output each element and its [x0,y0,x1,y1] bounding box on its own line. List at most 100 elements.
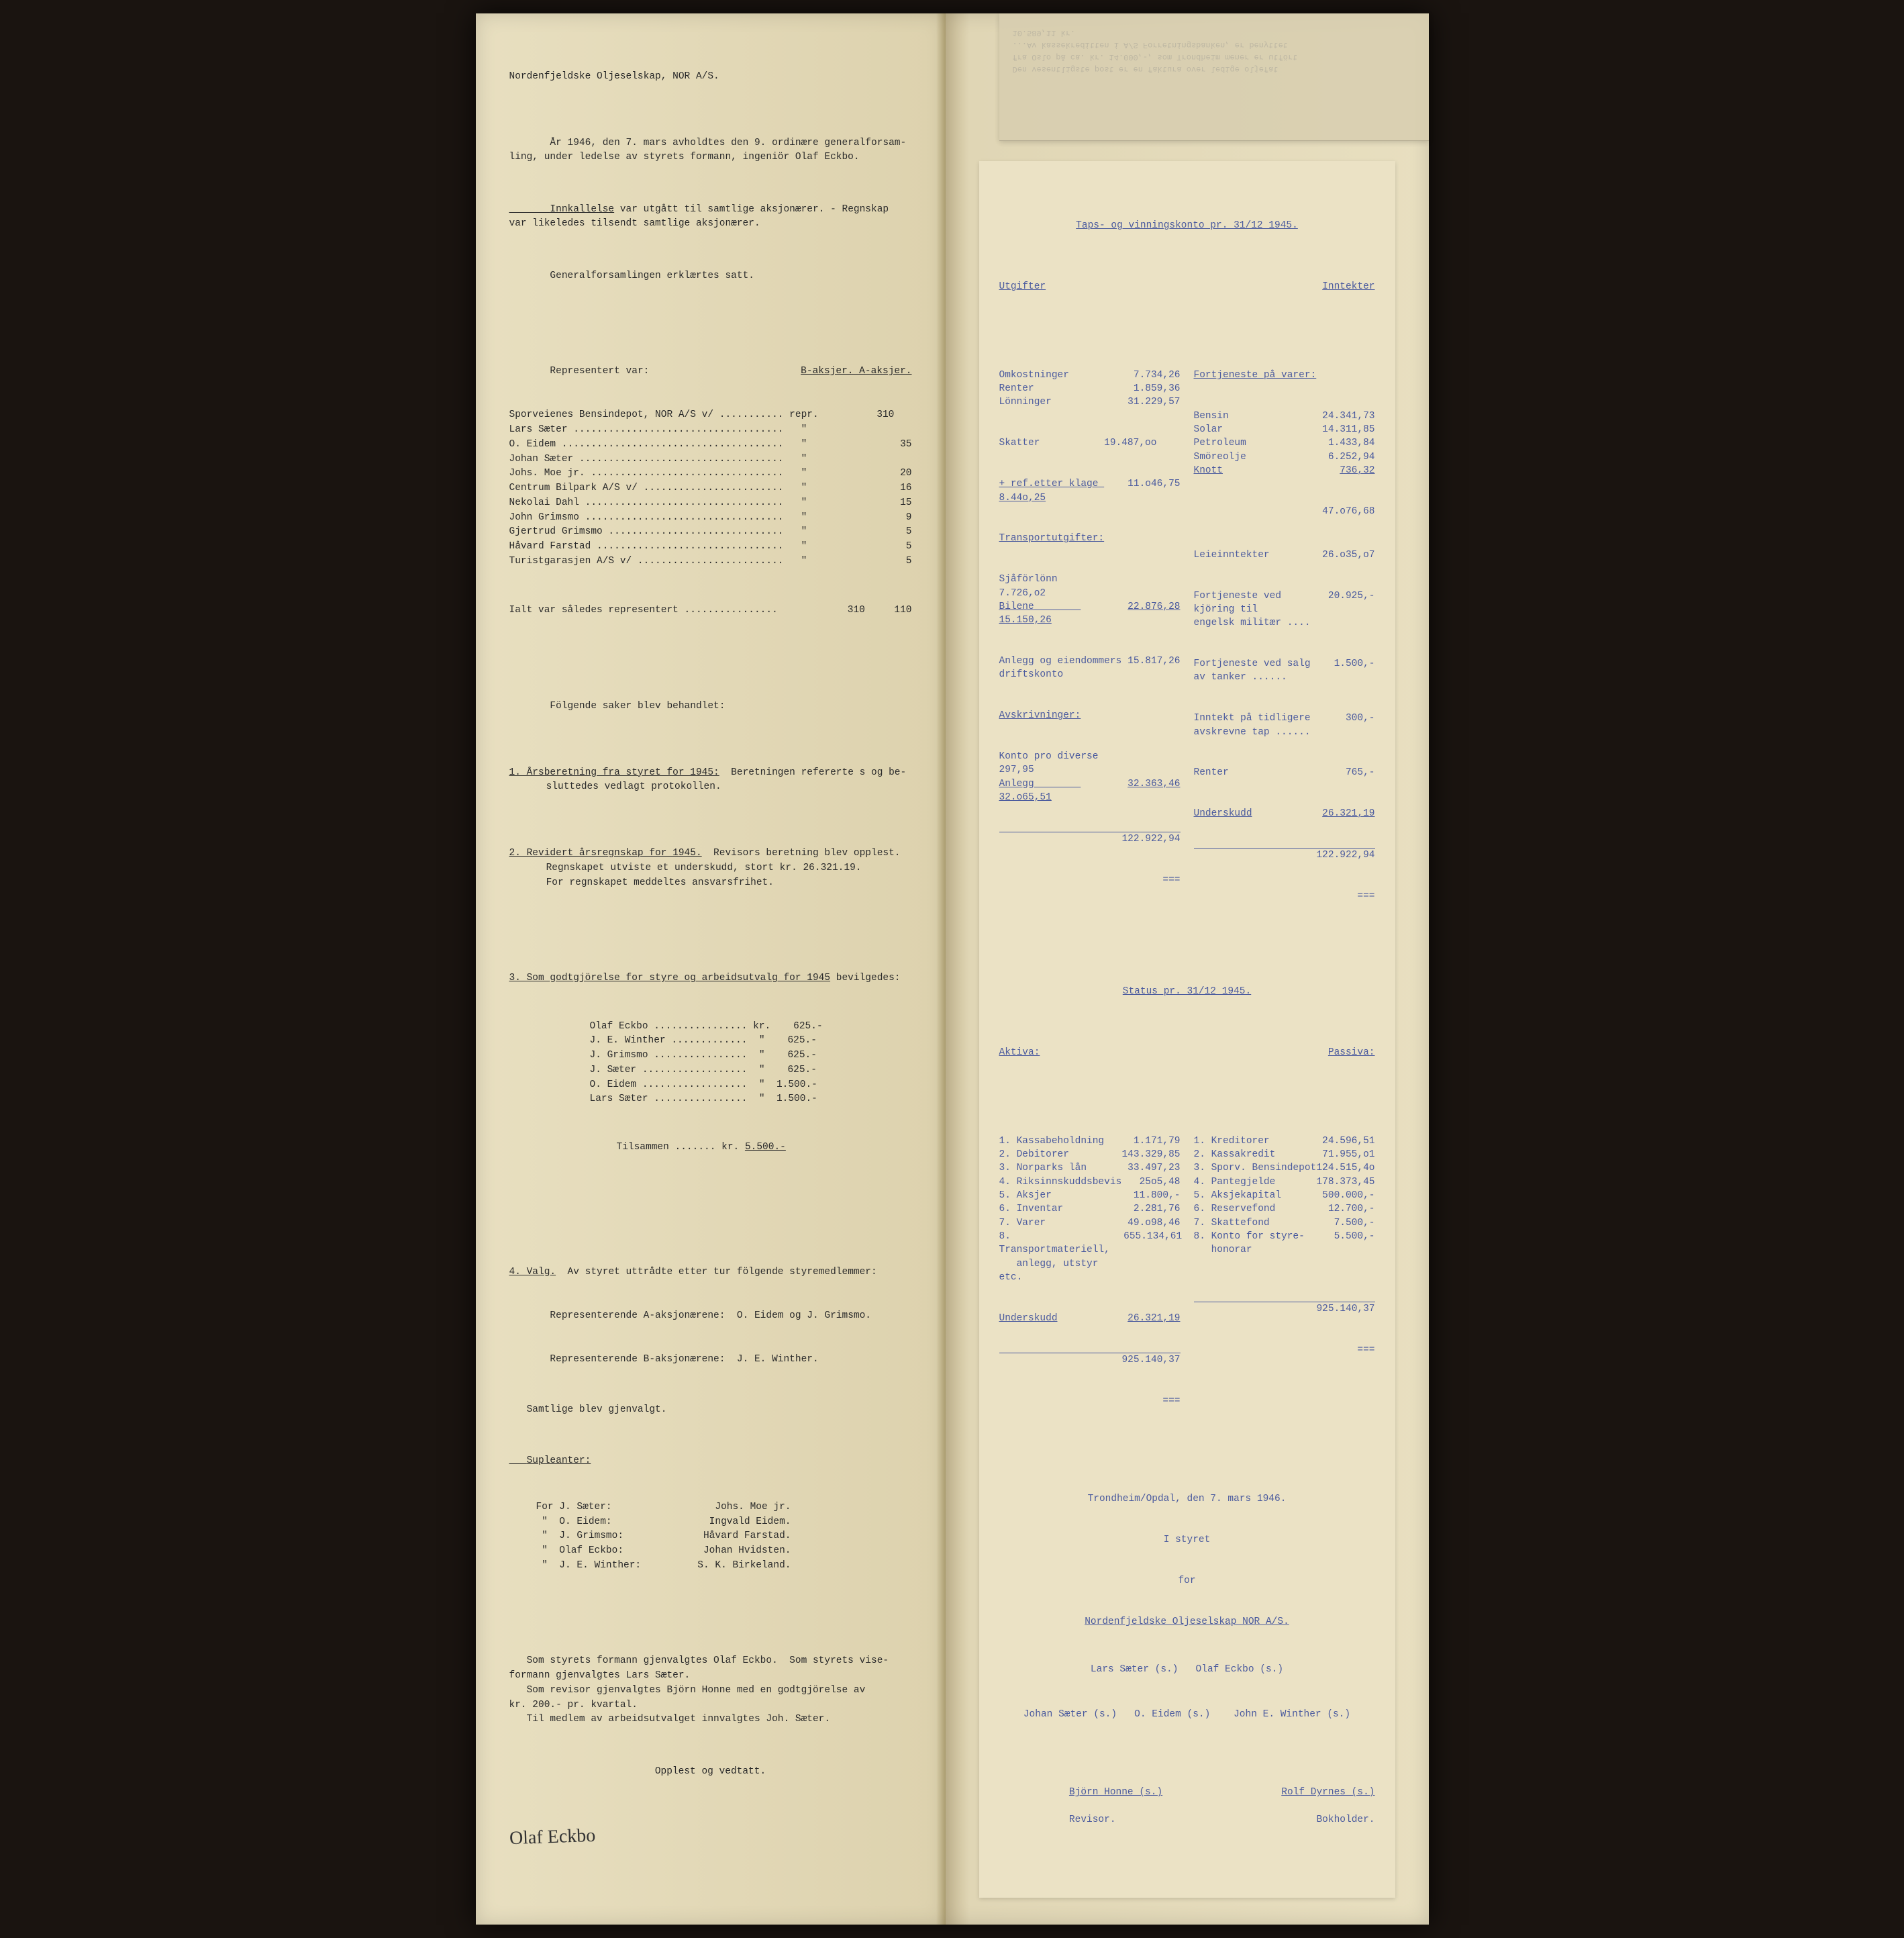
passiva-row: 7. Skattefond7.500,- [1194,1216,1375,1230]
utgifter-head: Utgifter [999,280,1046,293]
inntekter-head: Inntekter [1322,280,1374,293]
varer-row: Solar14.311,85 [1194,423,1375,436]
aktiva-row: 8. Transportmateriell, anlegg, utstyr et… [999,1230,1181,1284]
footer-signatures: Björn Honne (s.) Revisor. Rolf Dyrnes (s… [999,1772,1375,1840]
shareholder-list: Sporveienes Bensindepot, NOR A/S v/ ....… [509,408,912,569]
overlay-paper: Den vesentligste post er en faktura over… [999,13,1429,141]
shareholder-row: Gjertrud Grimsmo .......................… [509,525,912,540]
passiva-row: 1. Kreditorer24.596,51 [1194,1134,1375,1148]
shareholder-row: John Grimsmo ...........................… [509,511,912,526]
shareholder-row: Johs. Moe jr. ..........................… [509,467,912,481]
passiva-column: 1. Kreditorer24.596,512. Kassakredit71.9… [1181,1107,1375,1435]
intro-paragraph-2: Innkallelse var utgått til samtlige aksj… [509,203,912,232]
transport-head: Transportutgifter: [999,532,1181,545]
aktiva-row: 1. Kassabeholdning1.171,79 [999,1134,1181,1148]
rep-label: Representert var: [509,365,650,379]
aktiva-row: 7. Varer49.o98,46 [999,1216,1181,1230]
intro-paragraph-1: År 1946, den 7. mars avholdtes den 9. or… [509,136,912,166]
styret-1: I styret [999,1533,1375,1547]
reps-a: Representerende A-aksjonærene: O. Eidem … [509,1309,912,1324]
company-footer: Nordenfjeldske Oljeselskap NOR A/S. [999,1615,1375,1629]
remuneration-total: Tilsammen ....... kr. 5.500.- [509,1141,912,1155]
signature: Olaf Eckbo [509,1825,595,1849]
expenses-row: Lönninger31.229,57 [999,395,1181,409]
supleanter-list: For J. Sæter:Johs. Moe jr. " O. Eidem:In… [509,1500,912,1573]
aktiva-row: 5. Aksjer11.800,- [999,1189,1181,1202]
company-name: Nordenfjeldske Oljeselskap, NOR A/S. [509,70,912,85]
accounts-content: Taps- og vinningskonto pr. 31/12 1945. U… [999,178,1375,1881]
pl-title: Taps- og vinningskonto pr. 31/12 1945. [999,219,1375,232]
shareholder-row: O. Eidem ...............................… [509,438,912,452]
avskr-row: Anlegg 32.o65,5132.363,46 [999,777,1181,805]
supleant-row: " J. E. Winther:S. K. Birkeland. [536,1559,791,1573]
skatter-label: Skatter 19.487,oo [999,436,1181,450]
transport-row: Sjåförlönn 7.726,o2 [999,573,1181,600]
avskr-head: Avskrivninger: [999,709,1181,722]
shareholder-row: Johan Sæter ............................… [509,452,912,467]
remuneration-row: J. Grimsmo ................ " 625.- [590,1049,912,1063]
shareholder-row: Lars Sæter .............................… [509,423,912,438]
passiva-row: 5. Aksjekapital500.000,- [1194,1189,1375,1202]
overlay-reversed-text: Den vesentligste post er en faktura over… [999,13,1429,89]
closing-1: Som styrets formann gjenvalgtes Olaf Eck… [509,1654,912,1727]
bokholder-block: Rolf Dyrnes (s.) Bokholder. [1211,1772,1375,1840]
reelected: Samtlige blev gjenvalgt. [509,1403,912,1418]
aktiva-row: 3. Norparks lån33.497,23 [999,1161,1181,1175]
supleant-row: " Olaf Eckbo:Johan Hvidsten. [536,1544,791,1559]
aktiva-row: 2. Debitorer143.329,85 [999,1148,1181,1161]
representatives-section: Representert var: B-aksjer. A-aksjer. Sp… [509,336,912,648]
reps-b: Representerende B-aksjonærene: J. E. Win… [509,1353,912,1367]
sig-row-2: Johan Sæter (s.) O. Eidem (s.) John E. W… [999,1708,1375,1721]
agenda-item-2: 2. Revidert årsregnskap for 1945. Reviso… [509,846,912,890]
passiva-row: 6. Reservefond12.700,- [1194,1202,1375,1216]
supleant-row: For J. Sæter:Johs. Moe jr. [536,1500,791,1515]
expenses-row: Renter1.859,36 [999,382,1181,395]
behandlet-label: Fölgende saker blev behandlet: [509,699,912,714]
total-label: Ialt var således representert ..........… [509,603,778,618]
remuneration-list: Olaf Eckbo ................ kr. 625.-J. … [509,1020,912,1108]
shareholder-row: Turistgarasjen A/S v/ ..................… [509,554,912,569]
aktiva-column: 1. Kassabeholdning1.171,792. Debitorer14… [999,1107,1181,1435]
left-page: Nordenfjeldske Oljeselskap, NOR A/S. År … [476,13,946,1925]
fortjeneste-head: Fortjeneste på varer: [1194,369,1375,382]
remuneration-row: Olaf Eckbo ................ kr. 625.- [590,1020,912,1034]
sig-row-1: Lars Sæter (s.) Olaf Eckbo (s.) [999,1663,1375,1676]
income-column: Fortjeneste på varer: Bensin24.341,73Sol… [1181,341,1375,930]
agenda-item-3: 3. Som godtgjörelse for styre og arbeids… [509,942,912,1184]
share-headers: B-aksjer. A-aksjer. [801,365,911,379]
shareholder-row: Håvard Farstad .........................… [509,540,912,554]
passiva-row: 2. Kassakredit71.955,o1 [1194,1148,1375,1161]
shareholder-row: Nekolai Dahl ...........................… [509,496,912,511]
balance-body: 1. Kassabeholdning1.171,792. Debitorer14… [999,1107,1375,1435]
expenses-row: Omkostninger7.734,26 [999,369,1181,382]
book-spread: Nordenfjeldske Oljeselskap, NOR A/S. År … [476,13,1429,1925]
agenda-item-4: 4. Valg. Av styret uttrådte etter tur fö… [509,1236,912,1602]
passiva-row: 4. Pantegjelde178.373,45 [1194,1175,1375,1189]
aktiva-head: Aktiva: [999,1046,1040,1059]
inkallelse-text: Innkallelse [509,204,615,215]
total-values: 310 110 [848,603,912,618]
remuneration-row: O. Eidem .................. " 1.500.- [590,1078,912,1093]
aktiva-row: 6. Inventar2.281,76 [999,1202,1181,1216]
remuneration-row: J. E. Winther ............. " 625.- [590,1034,912,1049]
passiva-head: Passiva: [1328,1046,1375,1059]
right-page: Den vesentligste post er en faktura over… [946,13,1429,1925]
avskr-row: Konto pro diverse 297,95 [999,750,1181,777]
supleanter-head: Supleanter: [509,1454,912,1469]
aktiva-row: 4. Riksinnskuddsbevis25o5,48 [999,1175,1181,1189]
agenda-item-1: 1. Årsberetning fra styret for 1945: Ber… [509,766,912,795]
expenses-column: Omkostninger7.734,26Renter1.859,36Lönnin… [999,341,1181,930]
page-content: Nordenfjeldske Oljeselskap, NOR A/S. År … [509,40,912,1816]
varer-row: Petroleum1.433,84 [1194,436,1375,450]
transport-row: Bilene 15.150,2622.876,28 [999,600,1181,628]
supleant-row: " O. Eidem:Ingvald Eidem. [536,1515,791,1530]
revisor-block: Björn Honne (s.) Revisor. [999,1772,1163,1840]
passiva-row: 8. Konto for styre- honorar5.500,- [1194,1230,1375,1257]
varer-row: Bensin24.341,73 [1194,409,1375,423]
remuneration-row: Lars Sæter ................ " 1.500.- [590,1092,912,1107]
place-date: Trondheim/Opdal, den 7. mars 1946. [999,1492,1375,1506]
pl-body: Omkostninger7.734,26Renter1.859,36Lönnin… [999,341,1375,930]
supleant-row: " J. Grimsmo:Håvard Farstad. [536,1529,791,1544]
shareholder-row: Centrum Bilpark A/S v/ .................… [509,481,912,496]
varer-row: Knott736,32 [1194,464,1375,477]
